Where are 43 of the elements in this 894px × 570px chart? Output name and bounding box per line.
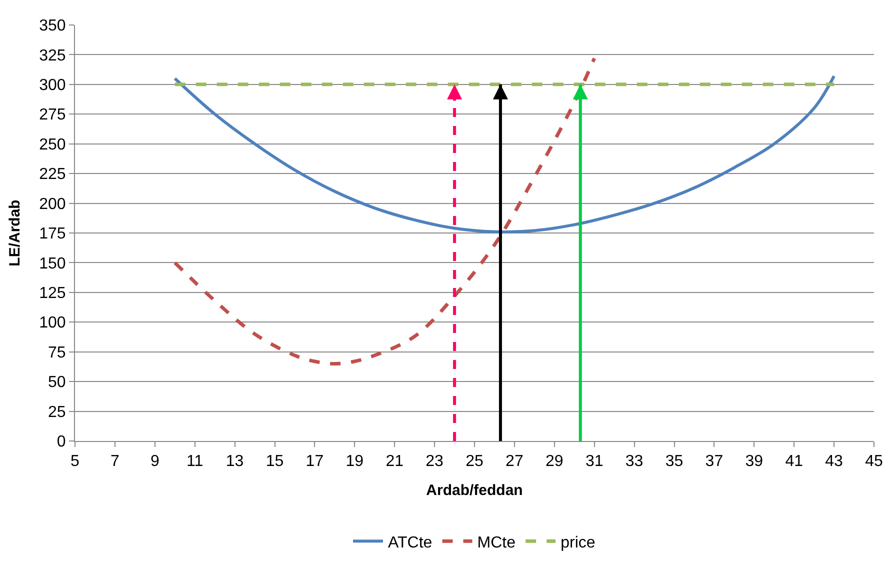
x-tick-label: 29 (546, 453, 564, 470)
x-tick-label: 5 (70, 453, 80, 470)
y-tick-label: 50 (48, 374, 66, 392)
y-tick-label: 200 (39, 196, 66, 213)
y-tick-label: 250 (39, 136, 66, 154)
y-tick-label: 175 (39, 226, 66, 243)
y-tick-label: 350 (39, 18, 66, 35)
x-tick-label: 27 (506, 453, 524, 470)
x-tick-label: 43 (825, 453, 844, 470)
y-tick-label: 325 (39, 47, 66, 64)
legend-label: ATCte (388, 534, 432, 552)
y-tick-label: 100 (39, 314, 66, 332)
x-tick-label: 35 (665, 453, 684, 470)
x-tick-label: 31 (585, 453, 604, 470)
x-tick-label: 37 (705, 453, 724, 470)
x-axis-title: Ardab/feddan (426, 482, 523, 500)
y-tick-label: 300 (39, 77, 66, 94)
y-tick-label: 25 (48, 404, 66, 421)
legend-label: price (560, 534, 596, 552)
line-series (173, 74, 836, 234)
x-tick-label: 19 (346, 453, 364, 470)
y-axis-title: LE/Ardab (6, 200, 24, 266)
y-tick-label: 125 (39, 285, 66, 302)
x-tick-label: 17 (306, 453, 324, 470)
y-tick-label: 225 (39, 166, 66, 184)
y-tick-label: 150 (39, 255, 66, 272)
y-tick-label: 75 (48, 344, 66, 362)
x-tick-label: 7 (110, 453, 120, 470)
x-tick-label: 41 (785, 453, 804, 470)
x-tick-label: 21 (386, 453, 404, 470)
x-tick-label: 11 (186, 453, 204, 470)
x-tick-label: 45 (865, 453, 883, 470)
x-tick-label: 33 (625, 453, 644, 470)
x-tick-label: 25 (466, 453, 484, 470)
x-tick-label: 23 (426, 453, 444, 470)
x-tick-label: 13 (226, 453, 244, 470)
x-tick-label: 39 (745, 453, 764, 470)
y-tick-label: 0 (56, 434, 66, 451)
x-tick-label: 9 (150, 453, 160, 470)
y-tick-label: 275 (39, 106, 66, 124)
line-series (173, 56, 596, 366)
legend-label: MCte (477, 534, 516, 552)
x-tick-label: 15 (266, 453, 284, 470)
